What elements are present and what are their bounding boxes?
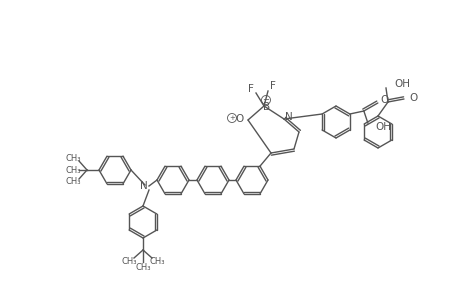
Text: O: O bbox=[235, 114, 244, 124]
Text: N: N bbox=[140, 181, 147, 191]
Text: O: O bbox=[408, 93, 416, 103]
Text: OH: OH bbox=[375, 122, 391, 132]
Text: B: B bbox=[263, 102, 270, 112]
Text: F: F bbox=[269, 81, 275, 91]
Text: +: + bbox=[229, 115, 235, 121]
Text: F: F bbox=[247, 84, 253, 94]
Text: CH₃: CH₃ bbox=[135, 262, 151, 272]
Text: CH₃: CH₃ bbox=[65, 154, 81, 163]
Text: CH₃: CH₃ bbox=[65, 178, 81, 187]
Text: CH₃: CH₃ bbox=[149, 257, 164, 266]
Text: CH₃: CH₃ bbox=[65, 166, 81, 175]
Text: O: O bbox=[380, 95, 388, 105]
Text: CH₃: CH₃ bbox=[121, 257, 136, 266]
Text: OH: OH bbox=[393, 79, 409, 89]
Text: −: − bbox=[262, 95, 269, 104]
Text: N: N bbox=[285, 112, 292, 122]
